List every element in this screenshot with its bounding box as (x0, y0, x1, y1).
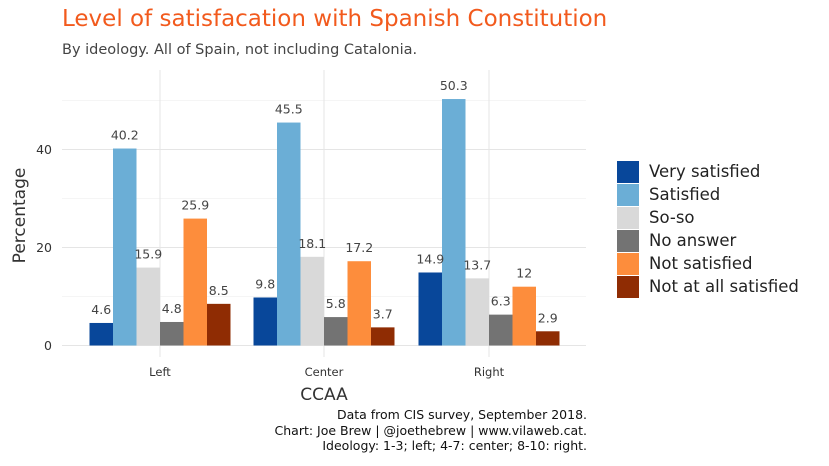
x-tick-label: Left (149, 365, 171, 379)
caption-line-source: Data from CIS survey, September 2018. (336, 407, 587, 422)
bar-value-label: 45.5 (275, 102, 303, 117)
legend-label: Not at all satisfied (649, 277, 799, 296)
bar (324, 317, 348, 346)
bar (183, 218, 207, 346)
label-layer: 4.6 40.2 15.9 4.8 25.9 8.5 9.8 45.5 18.1 5.8 17.2 3… (91, 78, 557, 325)
legend-item: Not at all satisfied (617, 275, 799, 298)
bar-value-label: 3.7 (373, 306, 393, 321)
bar (418, 272, 442, 346)
bar-value-label: 5.8 (326, 296, 346, 311)
bar (465, 278, 489, 346)
bar (89, 322, 113, 346)
y-tick-label: 20 (36, 240, 52, 255)
caption-line-ideology: Ideology: 1-3; left; 4-7: center; 8-10: … (322, 438, 587, 453)
y-axis-title: Percentage (10, 168, 30, 264)
bar-value-label: 9.8 (255, 276, 275, 291)
legend-item: No answer (617, 229, 799, 252)
bar (489, 314, 513, 346)
bar (207, 303, 231, 346)
bar-value-label: 4.8 (162, 301, 182, 316)
x-axis-title: CCAA (300, 385, 348, 405)
legend-item: So-so (617, 206, 799, 229)
bar-value-label: 14.9 (416, 251, 444, 266)
bar (136, 267, 160, 346)
bar (113, 148, 137, 346)
bar (442, 99, 466, 346)
x-tick-label: Center (305, 365, 344, 379)
caption: Data from CIS survey, September 2018. Ch… (275, 407, 587, 454)
bar-value-label: 2.9 (538, 310, 558, 325)
bar (300, 256, 324, 346)
legend-item: Satisfied (617, 183, 799, 206)
legend-label: Satisfied (649, 185, 721, 204)
legend-swatch (617, 275, 639, 298)
chart-title: Level of satisfacation with Spanish Cons… (62, 6, 608, 32)
bar-value-label: 18.1 (298, 236, 326, 251)
bar-value-label: 15.9 (134, 247, 162, 262)
legend-label: Not satisfied (649, 254, 753, 273)
bar (512, 286, 536, 346)
bar (371, 327, 395, 346)
legend-item: Very satisfied (617, 160, 799, 183)
bar-value-label: 12 (516, 266, 532, 281)
legend-swatch (617, 183, 639, 206)
legend-swatch (617, 252, 639, 275)
caption-line-credit: Chart: Joe Brew | @joethebrew | www.vila… (274, 422, 587, 438)
legend-label: Very satisfied (649, 162, 761, 181)
bar (160, 321, 184, 346)
legend-swatch (617, 229, 639, 252)
bar-value-label: 4.6 (91, 302, 111, 317)
bar (347, 261, 371, 346)
x-tick-label: Right (474, 365, 505, 379)
legend-label: So-so (649, 208, 695, 227)
bar (536, 331, 560, 346)
legend: Very satisfied Satisfied So-so No answer Not… (617, 160, 799, 298)
bar-value-label: 13.7 (463, 257, 491, 272)
bar-value-label: 8.5 (209, 283, 229, 298)
y-tick-label: 40 (36, 142, 52, 157)
bar (253, 297, 277, 346)
chart-subtitle: By ideology. All of Spain, not including… (62, 42, 418, 58)
bar-value-label: 25.9 (181, 198, 209, 213)
legend-swatch (617, 160, 639, 183)
bar-value-label: 17.2 (345, 240, 373, 255)
bar-layer (89, 99, 560, 346)
legend-label: No answer (649, 231, 737, 250)
y-tick-label: 0 (44, 338, 52, 353)
bar-value-label: 40.2 (111, 128, 139, 143)
bar (277, 122, 301, 346)
legend-swatch (617, 206, 639, 229)
legend-item: Not satisfied (617, 252, 799, 275)
axis-layer: 0 20 40 Left Center Right CCAA Percentage (10, 142, 505, 405)
bar-value-label: 50.3 (440, 78, 468, 93)
bar-value-label: 6.3 (491, 294, 511, 309)
